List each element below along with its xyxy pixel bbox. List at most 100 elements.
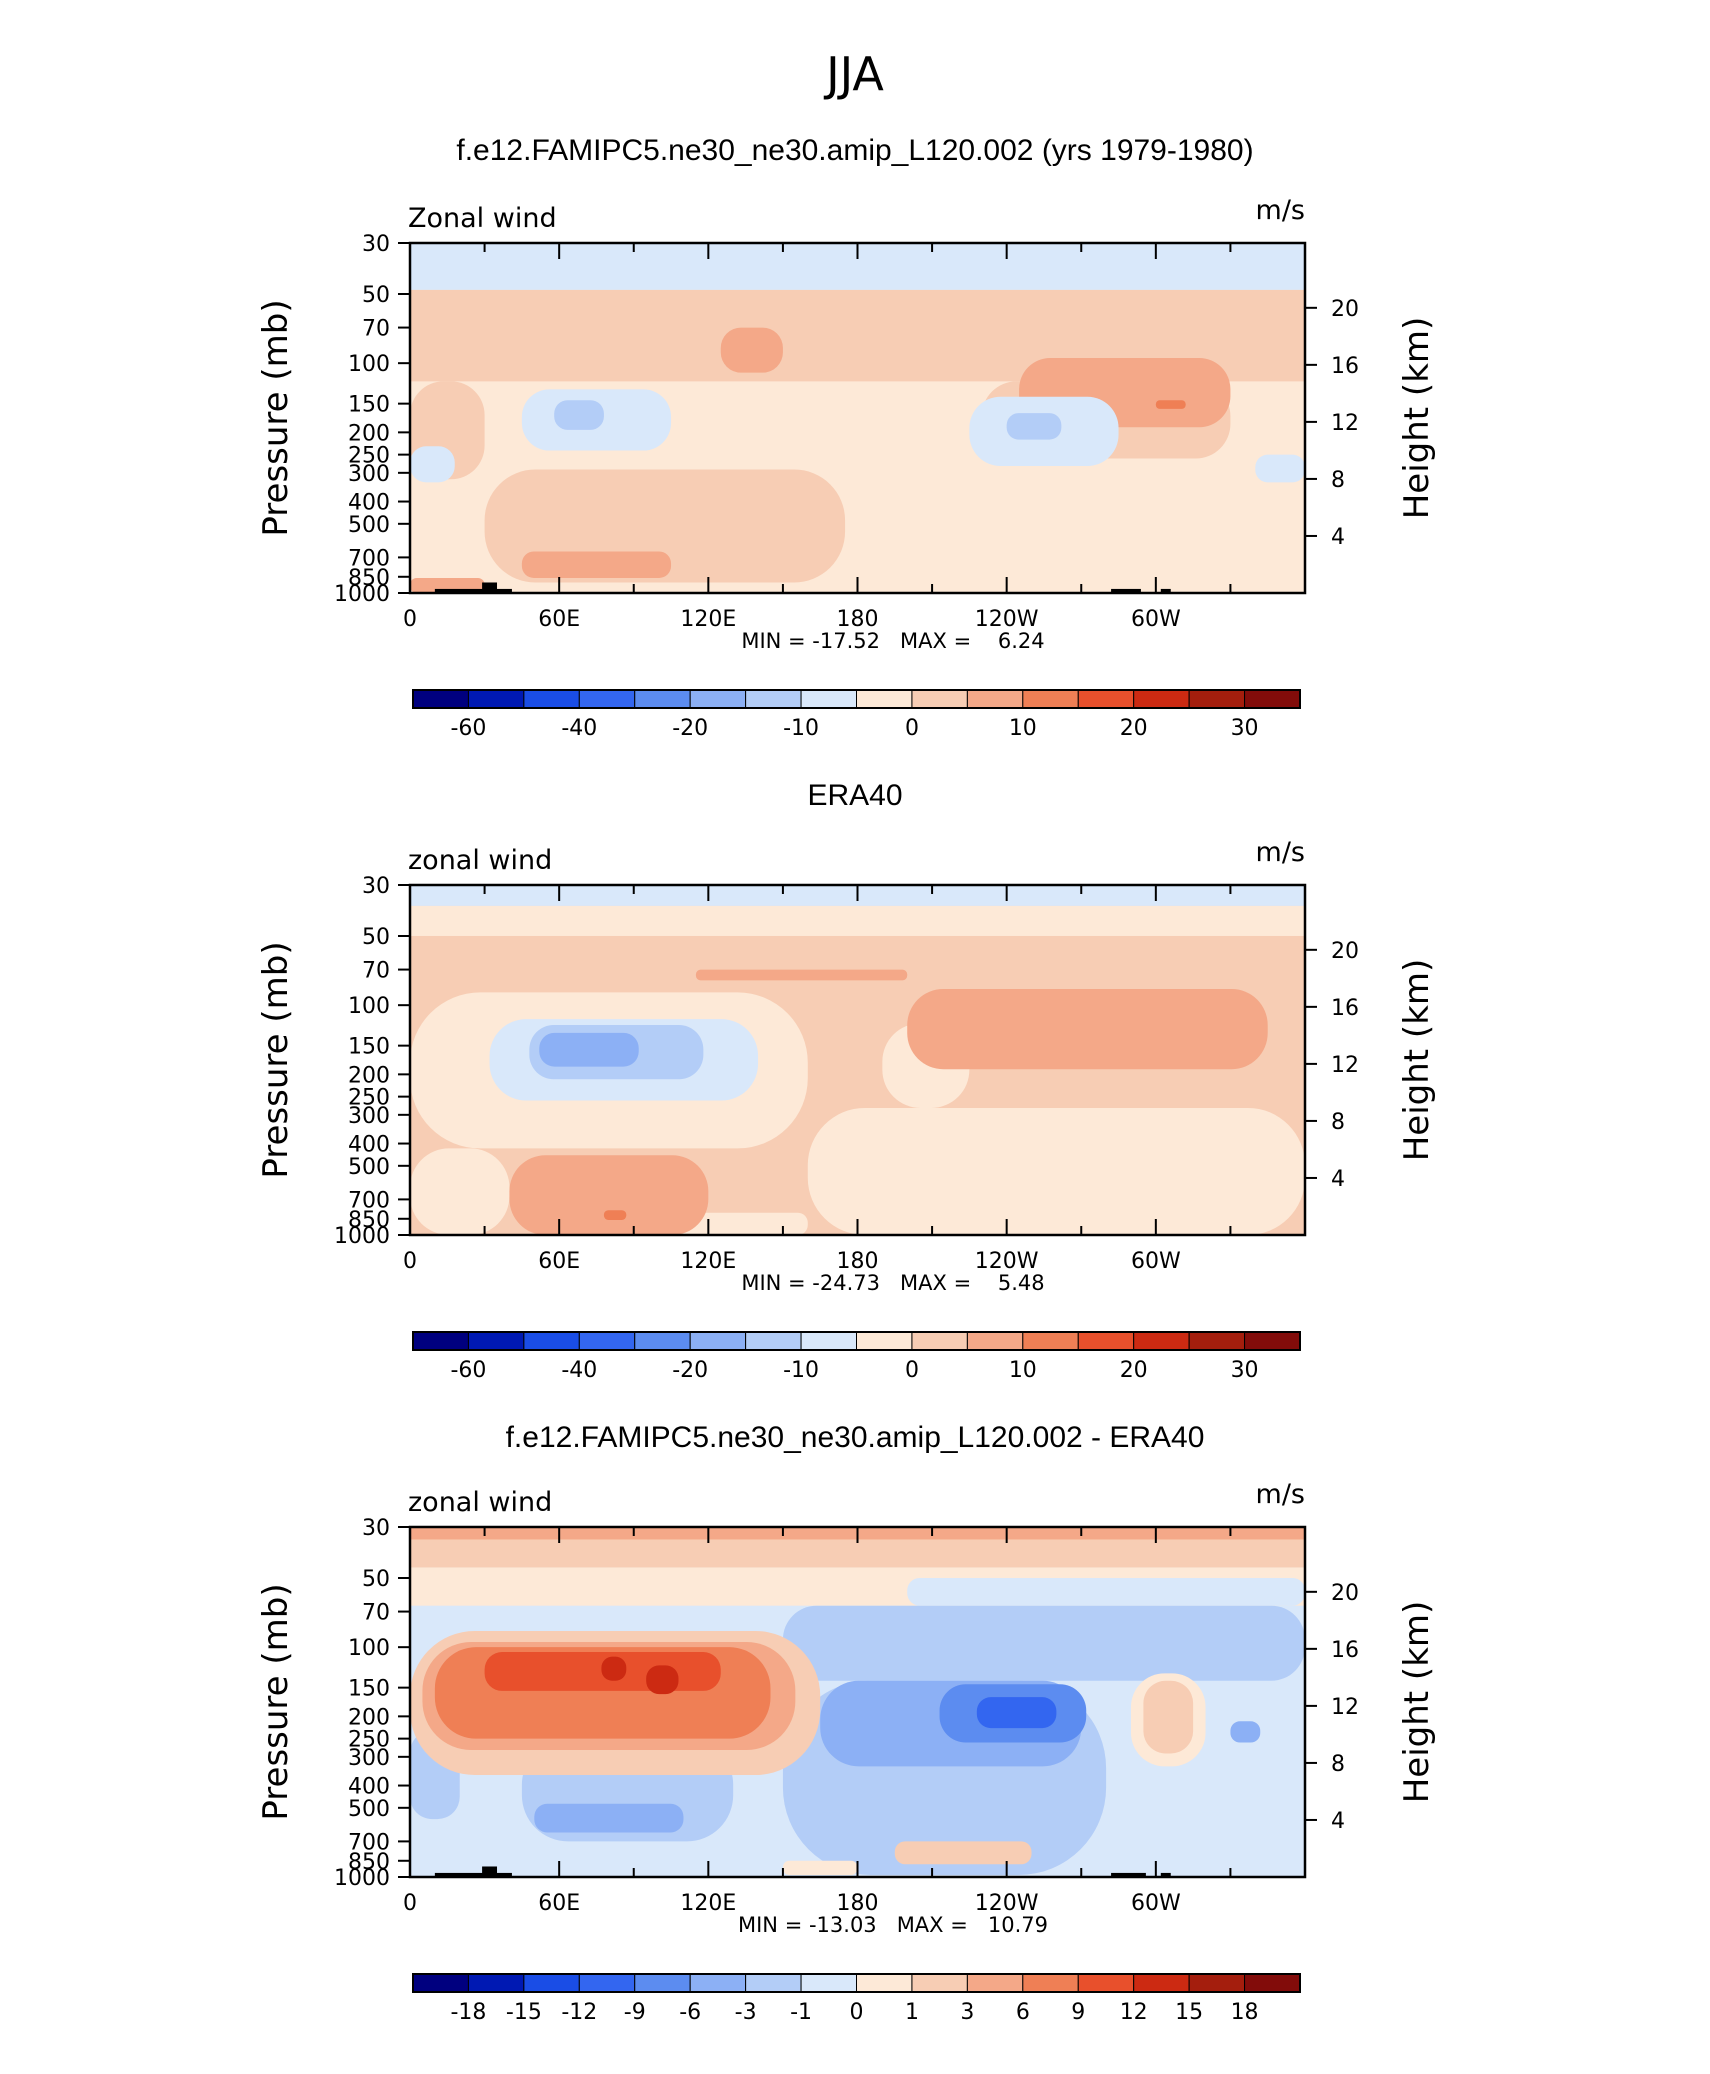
colorbar-label: 1 (905, 2000, 919, 2025)
colorbar-label: 0 (905, 716, 919, 741)
y2-tick-label: 16 (1331, 354, 1359, 379)
colorbar-box (1077, 689, 1135, 709)
y-tick-label: 850 (348, 566, 390, 591)
colorbar-label: 20 (1120, 716, 1148, 741)
y2-tick-label: 4 (1331, 1167, 1345, 1192)
colorbar-box (856, 1331, 913, 1351)
topography-block (492, 1872, 512, 1877)
y-tick-label: 1000 (334, 1224, 390, 1249)
colorbar-box (523, 1973, 580, 1993)
colorbar-frame (412, 689, 1301, 709)
colorbar-box (1188, 689, 1246, 709)
variable-label: zonal wind (408, 1487, 552, 1518)
y-axis-label: Pressure (mb) (256, 299, 296, 536)
colorbar-label: 30 (1231, 1358, 1259, 1383)
contour-region (603, 1210, 627, 1220)
colorbar-label: 12 (1120, 2000, 1148, 2025)
colorbar-box (745, 1973, 802, 1993)
contour-region (976, 1697, 1057, 1729)
colorbar-frame (412, 1331, 1301, 1351)
y2-tick-label: 12 (1331, 411, 1359, 436)
colorbar-box (1133, 1973, 1190, 1993)
colorbar-box (689, 1331, 747, 1351)
colorbar-box (1244, 1331, 1301, 1351)
colorbar-box (800, 1331, 857, 1351)
colorbar-box (966, 689, 1024, 709)
topography-block (1160, 588, 1171, 593)
page-title: JJA (823, 47, 884, 101)
x-tick-label: 120E (680, 1249, 736, 1274)
contour-region (1143, 1680, 1194, 1754)
x-tick-label: 0 (403, 1249, 417, 1274)
contour-region (410, 446, 455, 483)
variable-label: zonal wind (408, 845, 552, 876)
contour-region (410, 905, 1305, 936)
y-tick-label: 50 (362, 1567, 390, 1592)
contour-field (410, 885, 1305, 1235)
panel-title: ERA40 (807, 779, 902, 812)
x-tick-label: 120E (680, 607, 736, 632)
colorbar-box (1244, 1973, 1301, 1993)
contour-region (782, 1860, 858, 1875)
topography-block (1111, 1872, 1146, 1877)
y2-tick-label: 16 (1331, 996, 1359, 1021)
colorbar-box (856, 689, 913, 709)
y-tick-label: 700 (348, 546, 390, 571)
y-tick-label: 70 (362, 317, 390, 342)
contour-region (601, 1656, 627, 1681)
y-tick-label: 850 (348, 1208, 390, 1233)
contour-region (521, 551, 672, 578)
colorbar-label: -60 (450, 1358, 486, 1383)
contour-region (534, 1803, 684, 1833)
y-tick-label: 850 (348, 1850, 390, 1875)
panel-title: f.e12.FAMIPC5.ne30_ne30.amip_L120.002 - … (506, 1421, 1205, 1454)
y-axis-label: Pressure (mb) (256, 1583, 296, 1820)
y2-axis-label: Height (km) (1397, 959, 1437, 1162)
colorbar-box (800, 1973, 857, 1993)
y-tick-label: 150 (348, 1677, 390, 1702)
colorbar-box (689, 1973, 747, 1993)
colorbar-label: -9 (624, 2000, 646, 2025)
colorbar-box (412, 1331, 469, 1351)
colorbar-box (1188, 1973, 1246, 1993)
x-tick-label: 0 (403, 607, 417, 632)
topography-block (482, 1866, 498, 1877)
colorbar-box (634, 1331, 691, 1351)
y2-tick-label: 20 (1331, 297, 1359, 322)
x-tick-label: 180 (837, 1891, 879, 1916)
units-label: m/s (1256, 837, 1305, 868)
contour-region (646, 1665, 679, 1695)
colorbar-box (911, 689, 968, 709)
y-tick-label: 500 (348, 1797, 390, 1822)
colorbar-box (1022, 689, 1079, 709)
colorbar-label: 20 (1120, 1358, 1148, 1383)
colorbar-box (467, 1973, 525, 1993)
y-tick-label: 100 (348, 1636, 390, 1661)
colorbar-label: 9 (1071, 2000, 1085, 2025)
y2-tick-label: 4 (1331, 1809, 1345, 1834)
colorbar-box (1188, 1331, 1246, 1351)
colorbar-box (966, 1331, 1024, 1351)
colorbar-box (412, 689, 469, 709)
colorbar-label: 15 (1175, 2000, 1203, 2025)
contour-region (894, 1841, 1032, 1865)
colorbar-box (1077, 1331, 1135, 1351)
contour-field (410, 243, 1305, 593)
colorbar-label: -10 (783, 716, 819, 741)
topography-block (1160, 1872, 1171, 1877)
panel-1: f.e12.FAMIPC5.ne30_ne30.amip_L120.002 (y… (256, 134, 1437, 741)
y2-axis-label: Height (km) (1397, 317, 1437, 520)
contour-region (1255, 454, 1305, 483)
y2-tick-label: 16 (1331, 1638, 1359, 1663)
colorbar-label: 18 (1231, 2000, 1259, 2025)
y-tick-label: 150 (348, 393, 390, 418)
colorbar-label: 6 (1016, 2000, 1030, 2025)
colorbar-box (1022, 1331, 1079, 1351)
colorbar-box (856, 1973, 913, 1993)
colorbar-box (745, 1331, 802, 1351)
min-max-stats: MIN = -24.73 MAX = 5.48 (741, 1271, 1044, 1295)
y-tick-label: 200 (348, 421, 390, 446)
x-tick-label: 60W (1131, 607, 1181, 632)
